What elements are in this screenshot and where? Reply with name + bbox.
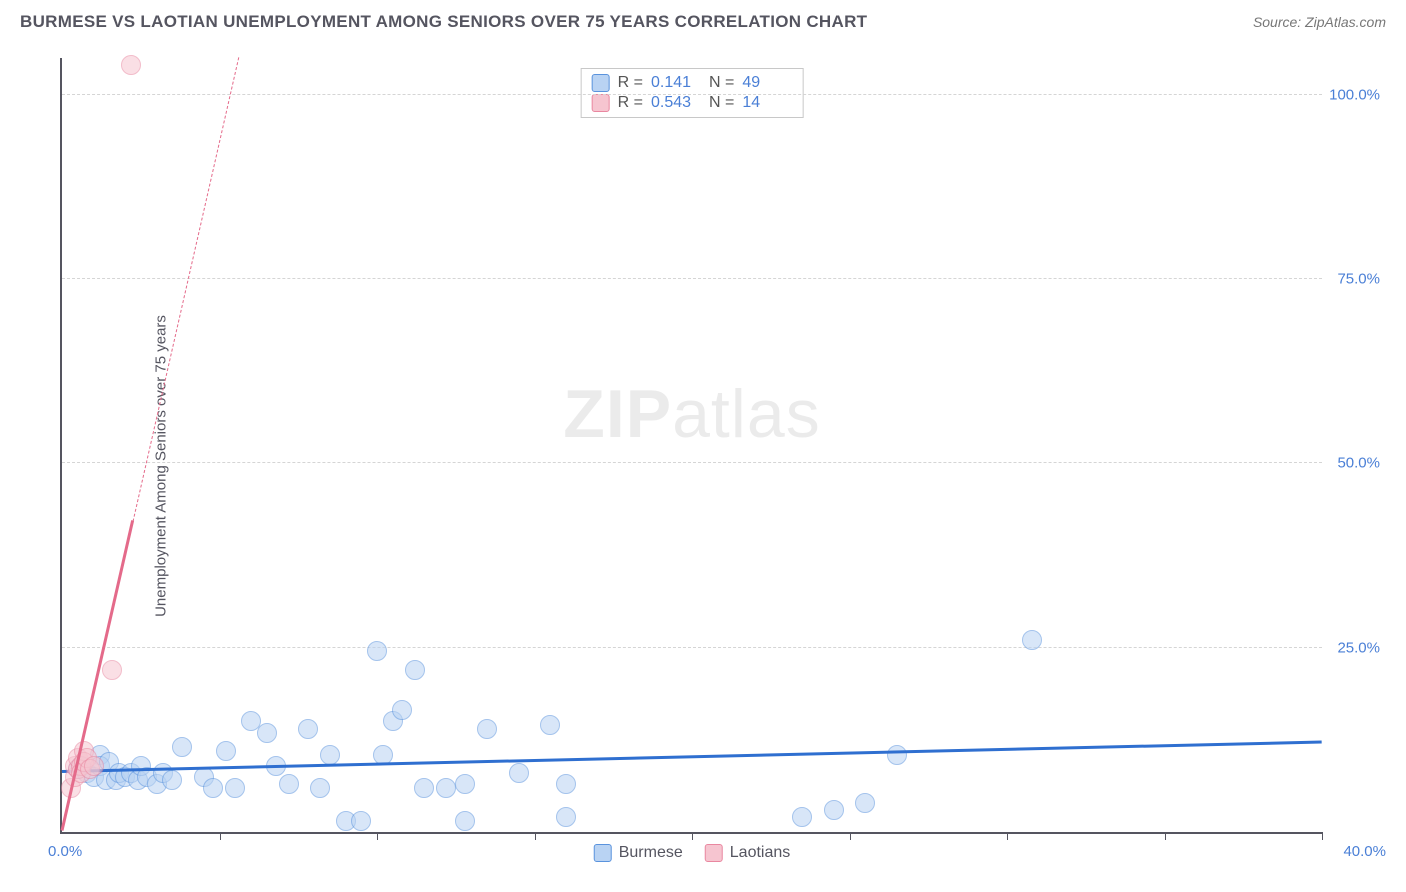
trend-line <box>62 741 1322 773</box>
data-point <box>436 778 456 798</box>
stat-n-label: N = <box>709 74 734 92</box>
x-tick <box>220 832 221 840</box>
stat-n-label: N = <box>709 94 734 112</box>
y-tick-label: 25.0% <box>1337 639 1380 656</box>
legend-item-burmese: Burmese <box>594 844 683 862</box>
swatch-laotians <box>592 94 610 112</box>
legend-swatch-laotians <box>705 844 723 862</box>
x-tick <box>692 832 693 840</box>
x-tick <box>377 832 378 840</box>
data-point <box>887 745 907 765</box>
x-tick <box>850 832 851 840</box>
y-tick-label: 50.0% <box>1337 455 1380 472</box>
trend-line <box>132 57 239 522</box>
legend-label-burmese: Burmese <box>619 844 683 862</box>
stat-r-label: R = <box>618 74 643 92</box>
gridline <box>62 278 1322 279</box>
x-tick <box>1322 832 1323 840</box>
data-point <box>310 778 330 798</box>
data-point <box>351 811 371 831</box>
plot-area: ZIPatlas R = 0.141 N = 49 R = 0.543 N = … <box>60 58 1322 834</box>
watermark-bold: ZIP <box>563 376 672 452</box>
data-point <box>172 737 192 757</box>
stat-r-value-laotians: 0.543 <box>651 94 701 112</box>
stats-row-burmese: R = 0.141 N = 49 <box>592 73 793 93</box>
legend-swatch-burmese <box>594 844 612 862</box>
chart-title: BURMESE VS LAOTIAN UNEMPLOYMENT AMONG SE… <box>20 12 867 32</box>
legend-label-laotians: Laotians <box>730 844 791 862</box>
data-point <box>405 660 425 680</box>
watermark-light: atlas <box>672 376 821 452</box>
y-tick-label: 75.0% <box>1337 271 1380 288</box>
chart-source: Source: ZipAtlas.com <box>1253 14 1386 30</box>
data-point <box>792 807 812 827</box>
bottom-legend: Burmese Laotians <box>594 844 791 862</box>
data-point <box>540 715 560 735</box>
stat-r-label: R = <box>618 94 643 112</box>
data-point <box>203 778 223 798</box>
x-tick-label-0: 0.0% <box>48 843 82 860</box>
data-point <box>225 778 245 798</box>
data-point <box>320 745 340 765</box>
data-point <box>162 770 182 790</box>
data-point <box>855 793 875 813</box>
data-point <box>392 700 412 720</box>
gridline <box>62 647 1322 648</box>
swatch-burmese <box>592 74 610 92</box>
x-tick <box>1165 832 1166 840</box>
data-point <box>367 641 387 661</box>
x-tick <box>535 832 536 840</box>
data-point <box>279 774 299 794</box>
stat-r-value-burmese: 0.141 <box>651 74 701 92</box>
data-point <box>556 807 576 827</box>
gridline <box>62 94 1322 95</box>
data-point <box>257 723 277 743</box>
data-point <box>477 719 497 739</box>
stat-n-value-laotians: 14 <box>742 94 792 112</box>
data-point <box>216 741 236 761</box>
y-tick-label: 100.0% <box>1329 86 1380 103</box>
data-point <box>84 756 104 776</box>
watermark: ZIPatlas <box>563 375 820 453</box>
stats-row-laotians: R = 0.543 N = 14 <box>592 93 793 113</box>
data-point <box>556 774 576 794</box>
stat-n-value-burmese: 49 <box>742 74 792 92</box>
chart-header: BURMESE VS LAOTIAN UNEMPLOYMENT AMONG SE… <box>0 0 1406 40</box>
x-tick-label-40: 40.0% <box>1343 843 1386 860</box>
data-point <box>414 778 434 798</box>
data-point <box>455 774 475 794</box>
data-point <box>509 763 529 783</box>
data-point <box>121 55 141 75</box>
data-point <box>824 800 844 820</box>
data-point <box>455 811 475 831</box>
chart-container: Unemployment Among Seniors over 75 years… <box>20 50 1386 882</box>
data-point <box>102 660 122 680</box>
data-point <box>298 719 318 739</box>
legend-item-laotians: Laotians <box>705 844 791 862</box>
gridline <box>62 462 1322 463</box>
data-point <box>1022 630 1042 650</box>
x-tick <box>1007 832 1008 840</box>
